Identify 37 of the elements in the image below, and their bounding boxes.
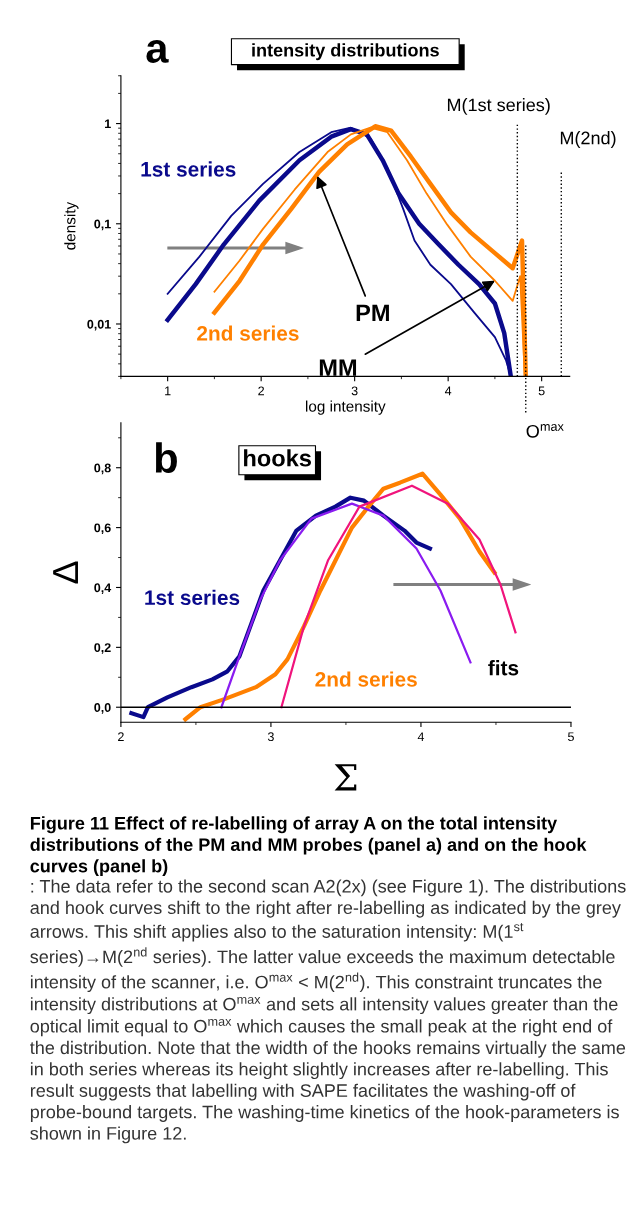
- ref-line-label: M(1st series): [447, 98, 550, 115]
- x-tick-label: 3: [267, 732, 274, 742]
- y-tick-label: 0,6: [94, 523, 111, 535]
- y-tick-label: 0,01: [87, 319, 111, 331]
- y-tick-label: 1: [105, 119, 111, 129]
- ref-line-label: O$^{max}$: [526, 424, 564, 438]
- x-tick-label: 4: [444, 386, 452, 396]
- x-axis-title: log intensity: [305, 400, 386, 415]
- x-tick-label: 2: [258, 386, 264, 396]
- x-tick-label: 1: [165, 386, 171, 396]
- y-axis-title: Δ: [53, 561, 78, 584]
- annotation: MM: [319, 359, 357, 376]
- annotation: 1st series: [141, 161, 236, 177]
- y-tick-label: 0,2: [94, 643, 111, 654]
- x-tick-label: 5: [538, 386, 545, 396]
- y-axis-title: density: [64, 201, 79, 250]
- x-axis-title: Σ: [334, 764, 357, 791]
- y-tick-label: 0,1: [94, 219, 111, 231]
- x-tick-label: 2: [118, 732, 124, 741]
- y-tick-label: 0,0: [94, 703, 111, 714]
- y-tick-label: 0,4: [94, 583, 112, 594]
- chart-title: intensity distributions: [252, 43, 439, 61]
- x-tick-label: 4: [417, 732, 425, 741]
- text: hooks: [244, 449, 311, 467]
- annotation: PM: [356, 304, 389, 321]
- annotation: 1st series: [145, 589, 240, 606]
- text: a: [146, 40, 169, 63]
- annotation: b: [155, 442, 177, 473]
- annotation: fits: [488, 660, 519, 676]
- ref-line-label: M(2nd): [560, 131, 616, 148]
- annotation: 2nd series: [197, 325, 299, 341]
- x-tick-label: 3: [351, 386, 358, 396]
- caption: Figure 11 Effect of re-labelling of array A on the total intensity distributions of the PM and MM probes (panel a) and on the hook curves (panel b): [30, 816, 587, 877]
- y-tick-label: 0,8: [94, 463, 111, 475]
- annotation: 2nd series: [315, 671, 417, 687]
- x-tick-label: 5: [567, 732, 574, 742]
- text: : The data refer to the second scan A2(2x) (see Figure 1). The distributions and hook curves shift to the right after re-labelling as indicated by the grey arrows. This shift applies also to the saturation intensity: M(1$^{st}$ series)→M(2$^{nd}$ series). The latter value exceeds the maximum detectable intensity of the scanner, i.e. O$^{max}$ < M(2$^{nd}$). This constraint truncates the intensity distributions at O$^{max}$ and sets all intensity values greater than the optical limit equal to O$^{max}$ which causes the small peak at the right end of the distribution. Note that the width of the hooks remains virtually the same in both series whereas its height slightly increases after re-labelling. This result suggests that labelling with SAPE facilitates the washing-off of probe-bound targets. The washing-time kinetics of the hook-parameters is shown in Figure 12.: [30, 879, 626, 1144]
